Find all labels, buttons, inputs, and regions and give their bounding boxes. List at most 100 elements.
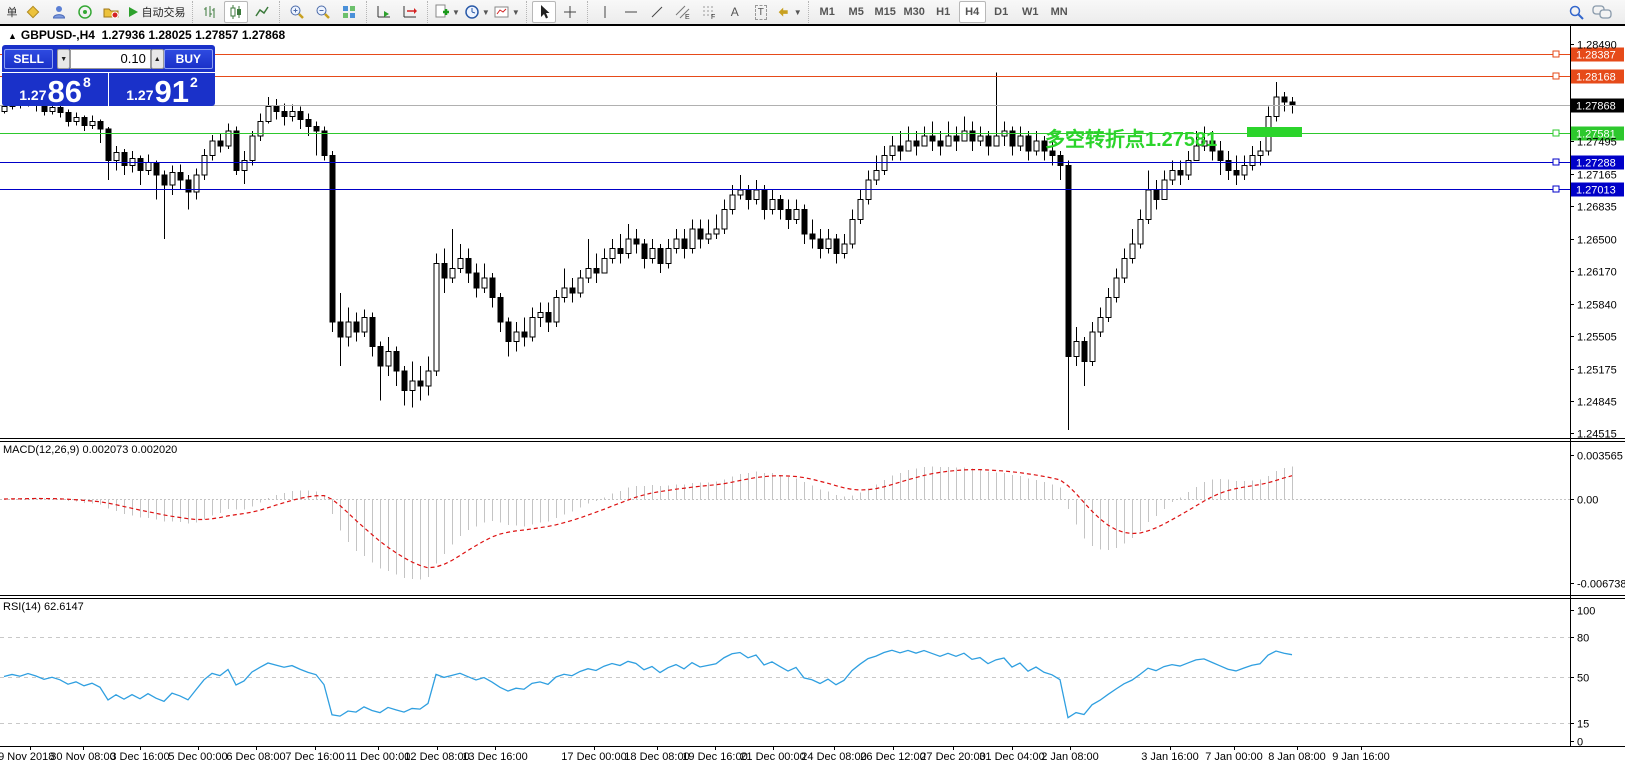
periods-icon[interactable]: ▼ — [463, 1, 491, 23]
volume-input[interactable]: 0.10 — [70, 49, 151, 69]
candle-bear — [897, 145, 904, 152]
candle-bull — [649, 248, 656, 259]
tile-windows-icon[interactable] — [337, 1, 361, 23]
signal-icon[interactable] — [73, 1, 97, 23]
pivot-annotation-text[interactable]: 多空转折点1.27581 — [1045, 127, 1217, 151]
templates-icon[interactable]: ▼ — [493, 1, 521, 23]
volume-up-button[interactable]: ▲ — [150, 49, 164, 69]
candle-bull — [1097, 316, 1104, 333]
text-icon[interactable]: A — [730, 4, 739, 19]
candle-bear — [1225, 160, 1232, 171]
profile-icon[interactable] — [47, 1, 71, 23]
text-label-icon[interactable]: T — [749, 1, 773, 23]
standard-toolbar-group: 单 自动交易 — [0, 1, 192, 23]
macd-signal-line — [3, 469, 1293, 569]
tab-timeframe-M5[interactable]: M5 — [848, 6, 864, 18]
chart-shift-icon[interactable] — [398, 1, 422, 23]
indicators-icon[interactable]: ▼ — [433, 1, 461, 23]
chart-type-group — [192, 1, 279, 23]
annotation[interactable]: 多空转折点1.27581 — [1045, 127, 1302, 151]
chevron-down-icon[interactable]: ▼ — [452, 7, 460, 17]
sell-button[interactable]: SELL — [4, 49, 54, 69]
candle-bear — [1081, 341, 1088, 362]
candle-bear — [617, 248, 624, 255]
tab-timeframe-M1[interactable]: M1 — [819, 6, 835, 18]
channel-icon[interactable]: E — [671, 1, 695, 23]
candle-bear — [985, 135, 992, 147]
tab-timeframe-D1[interactable]: D1 — [994, 6, 1009, 18]
candle-bull — [673, 238, 680, 250]
time-tick-label: 29 Nov 2018 — [0, 751, 54, 763]
chevron-down-icon[interactable]: ▼ — [481, 7, 490, 17]
one-click-trading-panel: SELL ▼ 0.10 ▲ BUY 1.27 86 8 1.27 91 2 — [2, 45, 215, 109]
candle-bull — [905, 140, 912, 152]
time-tick-label: 2 Jan 08:00 — [1041, 751, 1099, 763]
candle-bull — [457, 257, 464, 269]
bar-chart-icon[interactable] — [198, 1, 222, 23]
mailbox-icon[interactable] — [99, 1, 123, 23]
rsi-tick-label: 0 — [1577, 737, 1583, 749]
candle-bull — [601, 257, 608, 274]
tab-timeframe-M30[interactable]: M30 — [903, 6, 925, 18]
time-tick-label: 7 Jan 00:00 — [1205, 751, 1263, 763]
chevron-down-icon[interactable]: ▼ — [793, 7, 802, 17]
metaeditor-icon[interactable] — [21, 1, 45, 23]
candle-bear — [473, 272, 480, 289]
candle-bull — [265, 106, 272, 122]
candlestick-chart-icon[interactable] — [224, 1, 248, 23]
candle-bull — [513, 331, 520, 343]
new-order-button[interactable]: 单 — [6, 7, 18, 19]
chevron-down-icon[interactable]: ▼ — [511, 7, 520, 17]
ohlc-toggle-icon[interactable]: ▲ — [8, 31, 17, 41]
cursor-icon[interactable] — [531, 1, 556, 23]
tab-timeframe-M15[interactable]: M15 — [874, 6, 896, 18]
fibonacci-icon[interactable]: F — [697, 1, 721, 23]
time-tick-label: 5 Dec 00:00 — [168, 751, 227, 763]
line-chart-icon[interactable] — [250, 1, 274, 23]
level-handle[interactable] — [1552, 50, 1560, 58]
price-badge — [1571, 69, 1624, 84]
horizontal-line-icon[interactable] — [619, 1, 643, 23]
candle-bull — [921, 135, 928, 147]
candle-bull — [241, 160, 248, 171]
level-handle[interactable] — [1552, 185, 1560, 193]
autotrading-button[interactable]: 自动交易 — [125, 1, 187, 23]
buy-price[interactable]: 1.27 91 2 — [126, 74, 198, 109]
candle-bear — [417, 380, 424, 387]
level-handle[interactable] — [1552, 72, 1560, 80]
candle-bear — [641, 243, 648, 259]
candle-bull — [529, 316, 536, 338]
candle-bull — [825, 238, 832, 250]
crosshair-icon[interactable] — [558, 1, 582, 23]
level-handle[interactable] — [1552, 129, 1560, 137]
arrows-icon[interactable]: ▼ — [775, 1, 803, 23]
sell-price[interactable]: 1.27 86 8 — [2, 73, 109, 108]
level-lines[interactable]: 1.28387 1.28168 1.27868 1.27581 1.27288 1.270… — [0, 47, 1624, 197]
candle-bull — [1129, 243, 1136, 259]
time-tick-label: 9 Jan 16:00 — [1332, 751, 1390, 763]
candle-bear — [913, 140, 920, 147]
zoom-in-icon[interactable] — [285, 1, 309, 23]
candle-bull — [1113, 277, 1120, 299]
volume-dropdown-button[interactable]: ▼ — [57, 49, 71, 69]
tab-timeframe-H1[interactable]: H1 — [936, 6, 951, 18]
price-tick-label: 1.24845 — [1577, 397, 1617, 409]
buy-button[interactable]: BUY — [163, 49, 213, 69]
rsi-line — [3, 649, 1293, 719]
candle-bear — [801, 209, 808, 235]
level-handle[interactable] — [1552, 158, 1560, 166]
zoom-out-icon[interactable] — [311, 1, 335, 23]
chat-icon[interactable] — [1590, 1, 1614, 23]
search-icon[interactable] — [1564, 1, 1588, 23]
candle-bull — [433, 262, 440, 372]
candle-bull — [993, 135, 1000, 147]
vertical-line-icon[interactable] — [593, 1, 617, 23]
candle-bull — [609, 248, 616, 259]
rsi-tick-label: 50 — [1577, 673, 1589, 685]
auto-scroll-icon[interactable] — [372, 1, 396, 23]
trendline-icon[interactable] — [645, 1, 669, 23]
pivot-annotation-bar[interactable] — [1247, 127, 1302, 137]
tab-timeframe-H4[interactable]: H4 — [958, 1, 986, 23]
tab-timeframe-W1[interactable]: W1 — [1021, 6, 1039, 18]
tab-timeframe-MN[interactable]: MN — [1050, 6, 1068, 18]
